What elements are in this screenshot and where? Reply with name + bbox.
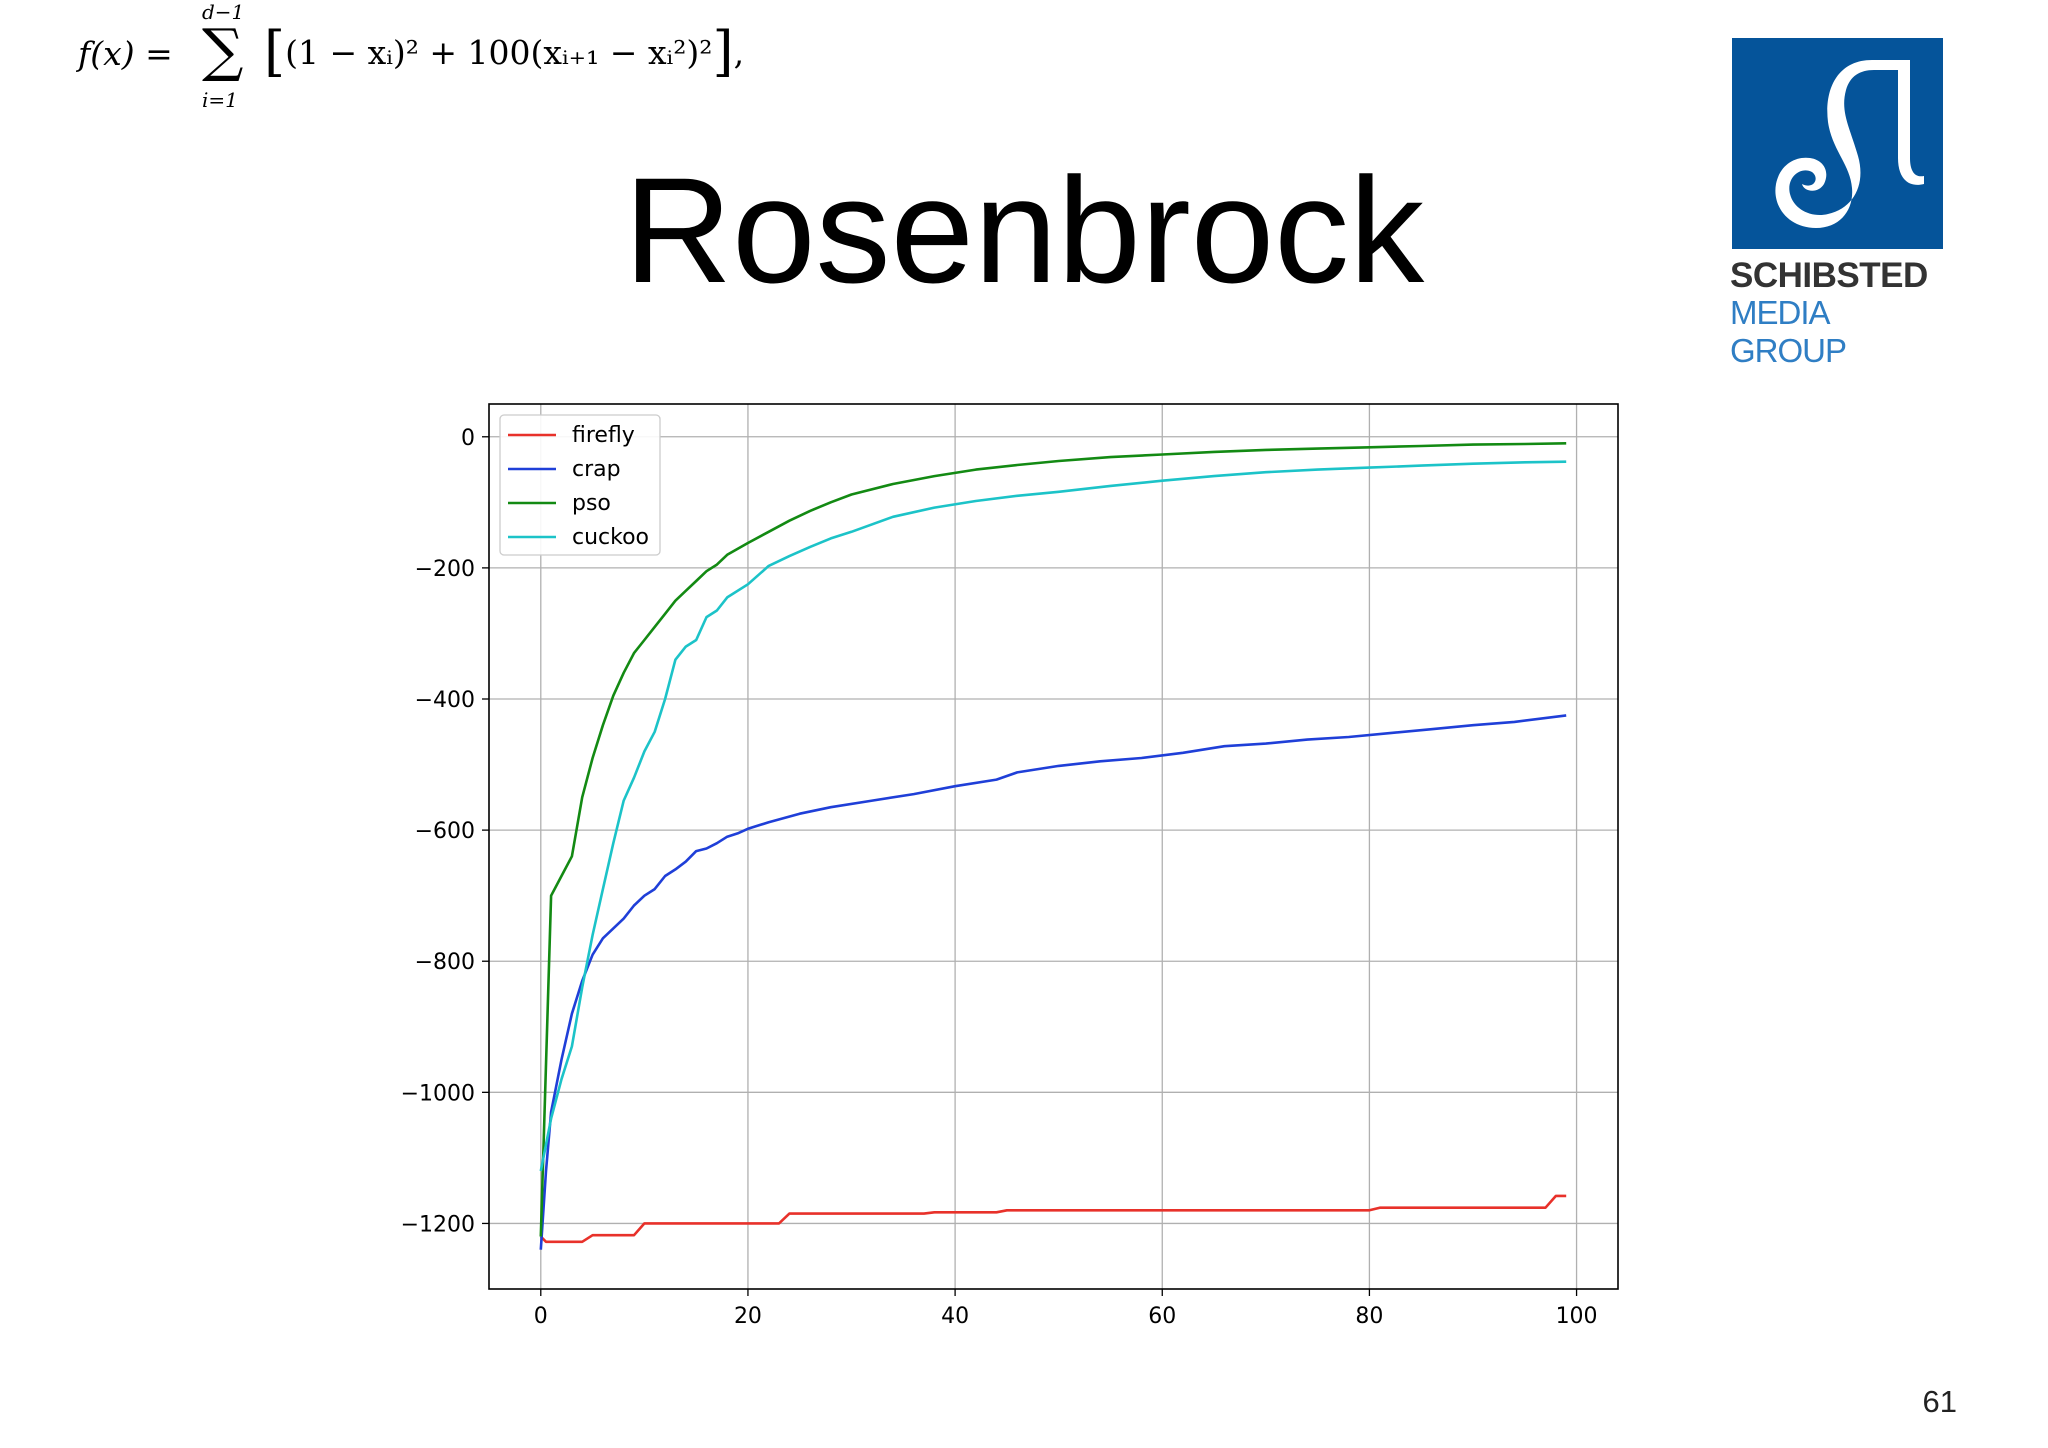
- formula-body: [(1 − xᵢ)² + 100(xᵢ₊₁ − xᵢ²)²],: [264, 20, 745, 83]
- chart-grid: [489, 404, 1618, 1289]
- legend-label-firefly: firefly: [572, 423, 635, 448]
- formula-sum-sign: ∑: [202, 16, 244, 84]
- y-tick-label: −200: [415, 557, 475, 582]
- chart-legend: firefly crap pso cuckoo: [499, 414, 661, 556]
- series-line-cuckoo: [539, 460, 1567, 1172]
- legend-label-crap: crap: [572, 457, 621, 482]
- logo-text-schibsted: SCHIBSTED: [1730, 256, 1928, 295]
- rosenbrock-formula: f(x) = d−1 ∑ i=1 [(1 − xᵢ)² + 100(xᵢ₊₁ −…: [78, 0, 778, 118]
- x-tick-label: 100: [1556, 1304, 1598, 1329]
- formula-sum-lower-limit: i=1: [202, 88, 238, 112]
- x-tick-label: 0: [534, 1304, 548, 1329]
- series-line-firefly: [539, 1194, 1567, 1244]
- y-tick-label: −1000: [401, 1081, 475, 1106]
- logo-text-media-group: MEDIA GROUP: [1730, 294, 1847, 369]
- x-tick-label: 40: [941, 1304, 969, 1329]
- page-number: 61: [1922, 1384, 1957, 1419]
- y-tick-label: −1200: [401, 1212, 475, 1237]
- chart-series-lines: [539, 442, 1567, 1250]
- chart-ticks: 0 20 40 60 80 100 0 −200 −400 −600 −800 −1000 −1200: [401, 426, 1598, 1329]
- series-line-crap: [539, 714, 1567, 1250]
- series-line-pso: [539, 442, 1567, 1237]
- formula-sum-upper-limit: d−1: [202, 0, 245, 24]
- formula-body-text: (1 − xᵢ)² + 100(xᵢ₊₁ − xᵢ²)²: [285, 33, 713, 72]
- x-tick-label: 60: [1148, 1304, 1176, 1329]
- legend-label-cuckoo: cuckoo: [572, 525, 649, 550]
- slide-title: Rosenbrock: [623, 146, 1425, 314]
- formula-trailing: ,: [733, 33, 745, 72]
- y-tick-label: −400: [415, 688, 475, 713]
- x-tick-label: 80: [1355, 1304, 1383, 1329]
- formula-lhs: f(x) =: [78, 34, 173, 73]
- y-tick-label: 0: [461, 426, 475, 451]
- y-tick-label: −800: [415, 950, 475, 975]
- legend-label-pso: pso: [572, 491, 611, 516]
- schibsted-logo: SCHIBSTED MEDIA GROUP: [1730, 38, 1945, 369]
- chart-frame: [488, 403, 1619, 1290]
- x-tick-label: 20: [734, 1304, 762, 1329]
- legend-box: [499, 414, 661, 556]
- y-tick-label: −600: [415, 819, 475, 844]
- schibsted-logo-mark: [1732, 38, 1943, 249]
- schibsted-s-icon: [1775, 60, 1924, 228]
